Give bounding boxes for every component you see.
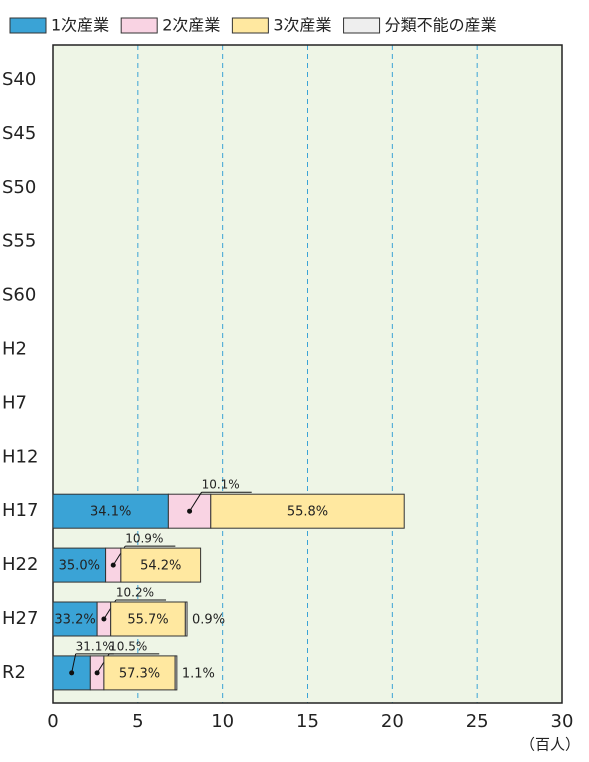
data-label: 10.5%	[109, 639, 147, 653]
y-tick-label: H22	[2, 554, 38, 575]
data-label: 31.1%	[76, 639, 114, 653]
y-tick-label: H7	[2, 392, 27, 413]
x-axis-unit: （百人）	[520, 736, 580, 754]
legend-label: 2次産業	[162, 16, 220, 35]
data-label: 0.9%	[192, 613, 225, 628]
x-tick-label: 30	[551, 711, 574, 732]
data-label: 35.0%	[59, 559, 100, 574]
data-label: 57.3%	[119, 666, 160, 681]
data-label: 10.9%	[125, 532, 163, 546]
y-tick-label: S55	[2, 231, 36, 252]
y-tick-label: S60	[2, 285, 36, 306]
bar-segment	[110, 601, 186, 637]
data-label: 54.2%	[140, 559, 181, 574]
y-tick-label: S45	[2, 123, 36, 144]
y-tick-label: S50	[2, 177, 36, 198]
bar-segment	[52, 547, 107, 583]
legend-swatch	[231, 17, 269, 34]
x-tick-label: 15	[296, 711, 319, 732]
x-tick-label: 20	[381, 711, 404, 732]
data-label: 55.8%	[287, 505, 328, 520]
legend-swatch	[120, 17, 158, 34]
y-tick-label: H27	[2, 608, 38, 629]
legend-swatch	[9, 17, 47, 34]
data-label: 10.1%	[202, 478, 240, 492]
x-tick-label: 10	[211, 711, 234, 732]
leader-line	[189, 491, 203, 512]
bar-segment	[103, 655, 176, 691]
bar-segment	[184, 601, 188, 637]
x-tick-label: 25	[466, 711, 489, 732]
y-tick-label: R2	[2, 662, 26, 683]
legend-label: 1次産業	[51, 16, 109, 35]
x-tick-label: 5	[132, 711, 143, 732]
bar-segment	[120, 547, 202, 583]
bar-segment	[174, 655, 178, 691]
y-tick-label: H17	[2, 500, 38, 521]
bar-segment	[52, 601, 98, 637]
y-tick-label: H12	[2, 446, 38, 467]
legend-label: 分類不能の産業	[385, 16, 497, 35]
legend-swatch	[343, 17, 381, 34]
plot-border	[52, 44, 563, 704]
x-tick-label: 0	[47, 711, 58, 732]
legend-label: 3次産業	[273, 16, 331, 35]
data-label: 10.2%	[116, 586, 154, 600]
leader-line	[71, 653, 77, 674]
data-label: 1.1%	[182, 666, 215, 681]
data-label: 33.2%	[54, 613, 95, 628]
data-label: 34.1%	[90, 505, 131, 520]
data-label: 55.7%	[127, 613, 168, 628]
y-tick-label: S40	[2, 69, 36, 90]
y-tick-label: H2	[2, 339, 27, 360]
bar-segment	[210, 493, 405, 529]
